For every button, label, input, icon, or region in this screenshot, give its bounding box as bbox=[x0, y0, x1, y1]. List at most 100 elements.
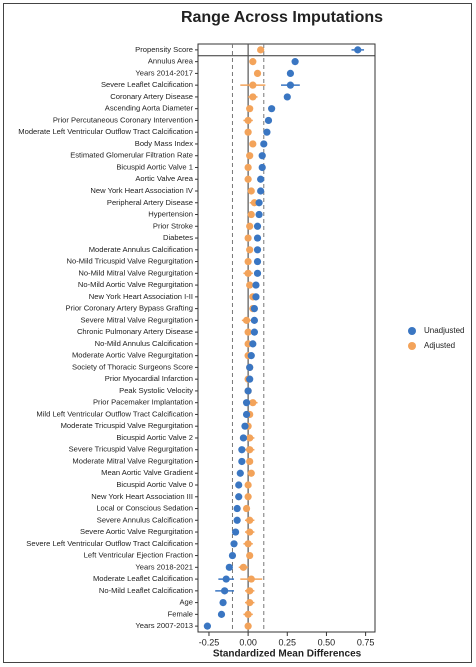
point bbox=[239, 434, 248, 442]
point bbox=[219, 599, 227, 607]
point bbox=[257, 187, 265, 195]
x-tick-label: 0.00 bbox=[239, 637, 257, 647]
point bbox=[286, 69, 295, 77]
point bbox=[235, 481, 243, 489]
point bbox=[246, 434, 254, 442]
point bbox=[242, 410, 251, 419]
point bbox=[253, 222, 262, 230]
point bbox=[258, 152, 266, 160]
point bbox=[244, 234, 252, 242]
point bbox=[241, 422, 249, 430]
point bbox=[225, 563, 233, 571]
y-tick-label: Bicuspid Aortic Valve 0 bbox=[116, 480, 193, 489]
point bbox=[230, 540, 238, 548]
point bbox=[242, 316, 251, 324]
chart-title: Range Across Imputations bbox=[181, 9, 383, 26]
point bbox=[238, 446, 246, 454]
y-tick-label: No-Mild Aortic Valve Regurgitation bbox=[78, 280, 193, 289]
point bbox=[239, 563, 248, 571]
point bbox=[244, 163, 252, 172]
page-frame bbox=[3, 3, 472, 663]
point bbox=[249, 81, 257, 89]
y-tick-label: Severe Tricuspid Valve Regurgitation bbox=[69, 445, 193, 454]
y-tick-label: Coronary Artery Disease bbox=[110, 92, 193, 101]
y-tick-label: Female bbox=[168, 609, 193, 618]
point bbox=[253, 246, 262, 254]
point bbox=[283, 93, 291, 101]
y-tick-label: Moderate Tricuspid Valve Regurgitation bbox=[61, 421, 193, 430]
point bbox=[246, 446, 254, 454]
y-tick-label: New York Heart Association I-II bbox=[89, 292, 193, 301]
point bbox=[233, 504, 241, 513]
point bbox=[246, 222, 254, 230]
point bbox=[250, 328, 258, 336]
point bbox=[244, 481, 252, 489]
point bbox=[260, 140, 268, 148]
y-tick-label: Bicuspid Aortic Valve 1 bbox=[116, 162, 193, 171]
y-tick-label: No-Mild Mitral Valve Regurgitation bbox=[78, 268, 193, 277]
point bbox=[252, 293, 260, 301]
point bbox=[291, 58, 299, 66]
y-tick-label: Severe Annulus Calcification bbox=[97, 515, 193, 524]
y-tick-label: Moderate Annulus Calcification bbox=[89, 245, 193, 254]
point bbox=[249, 58, 257, 66]
point bbox=[246, 363, 254, 371]
point bbox=[257, 175, 265, 183]
point bbox=[244, 328, 252, 336]
y-tick-label: Prior Percutaneous Coronary Intervention bbox=[53, 115, 193, 124]
point bbox=[244, 175, 252, 183]
point bbox=[250, 316, 258, 324]
x-tick-label: 0.75 bbox=[357, 637, 375, 647]
point bbox=[247, 187, 255, 195]
legend-marker bbox=[408, 327, 416, 335]
point bbox=[246, 528, 254, 536]
x-tick-label: 0.25 bbox=[279, 637, 297, 647]
point bbox=[244, 610, 252, 618]
point bbox=[244, 257, 252, 266]
point bbox=[238, 457, 246, 466]
point bbox=[244, 116, 252, 125]
x-axis-label: Standardized Mean Differences bbox=[213, 649, 362, 660]
point bbox=[246, 516, 254, 524]
point bbox=[246, 599, 254, 607]
y-tick-label: Peak Systolic Velocity bbox=[119, 386, 193, 395]
y-tick-label: Aortic Valve Area bbox=[135, 174, 193, 183]
y-tick-label: Age bbox=[179, 598, 193, 607]
point bbox=[246, 457, 254, 466]
y-tick-label: Chronic Pulmonary Artery Disease bbox=[77, 327, 193, 336]
y-tick-label: Local or Conscious Sedation bbox=[96, 504, 193, 513]
point bbox=[247, 352, 255, 360]
point bbox=[264, 116, 273, 125]
point bbox=[203, 622, 211, 630]
point bbox=[253, 69, 262, 77]
point bbox=[268, 105, 276, 113]
y-tick-label: Prior Myocardial Infarction bbox=[105, 374, 193, 383]
y-tick-label: Severe Aortic Valve Regurgitation bbox=[80, 527, 193, 536]
point bbox=[249, 140, 257, 148]
y-tick-label: New York Heart Association III bbox=[91, 492, 193, 501]
y-tick-label: No-Mild Leaflet Calcification bbox=[99, 586, 193, 595]
y-tick-label: No-Mild Annulus Calcification bbox=[95, 339, 193, 348]
y-tick-label: Moderate Aortic Valve Regurgitation bbox=[72, 351, 193, 360]
point bbox=[244, 622, 252, 630]
y-tick-label: Severe Mitral Valve Regurgitation bbox=[80, 315, 193, 324]
y-tick-label: Annulus Area bbox=[148, 57, 194, 66]
point bbox=[249, 340, 257, 348]
point bbox=[228, 551, 237, 560]
y-tick-label: Moderate Left Ventricular Outflow Tract … bbox=[18, 127, 193, 136]
point bbox=[250, 305, 258, 313]
point bbox=[242, 399, 251, 407]
point bbox=[263, 128, 271, 136]
point bbox=[221, 587, 229, 595]
point bbox=[217, 610, 226, 618]
y-tick-label: Prior Pacemaker Implantation bbox=[93, 398, 193, 407]
y-tick-label: No-Mild Tricuspid Valve Regurgitation bbox=[67, 257, 193, 266]
point bbox=[247, 469, 255, 477]
point bbox=[253, 269, 262, 277]
point bbox=[257, 46, 265, 54]
y-tick-label: Bicuspid Aortic Valve 2 bbox=[116, 433, 193, 442]
point bbox=[246, 246, 254, 254]
y-tick-label: Estimated Glomerular Filtration Rate bbox=[70, 151, 193, 160]
point bbox=[246, 105, 254, 113]
